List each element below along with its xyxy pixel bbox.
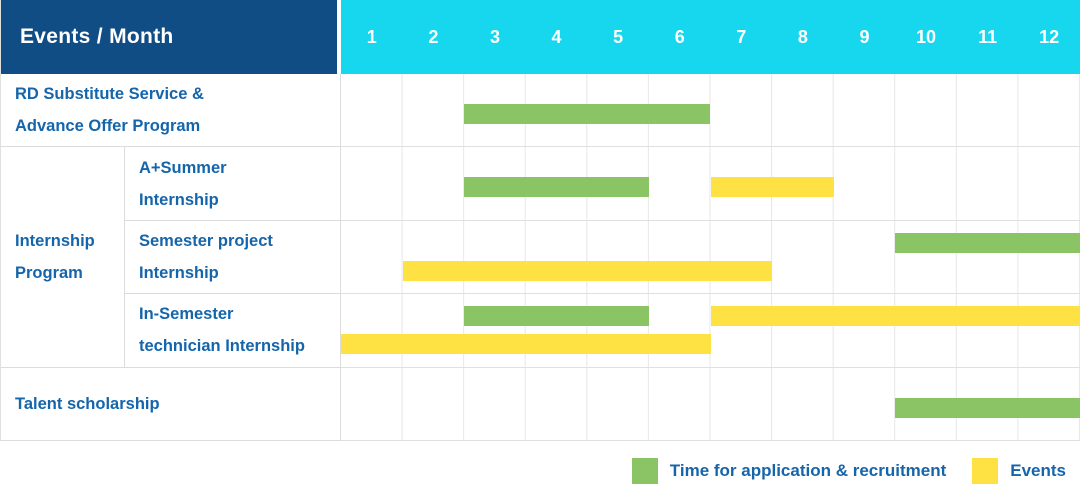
bar-event xyxy=(341,334,711,355)
month-header-9: 9 xyxy=(859,26,870,47)
bar-event xyxy=(402,260,773,281)
row-label-line: Semester project xyxy=(139,231,273,250)
legend-label: Events xyxy=(1010,460,1066,480)
bar-recruitment xyxy=(464,306,649,327)
month-header-6: 6 xyxy=(674,26,685,47)
month-header-3: 3 xyxy=(489,26,500,47)
legend-swatch-recruitment xyxy=(631,457,658,484)
bar-recruitment xyxy=(895,397,1080,418)
row-label: Talent scholarship xyxy=(1,367,341,441)
group-label-internship-program: Internship Program xyxy=(1,147,125,368)
row-label-line: RD Substitute Service & xyxy=(15,85,204,104)
month-header-4: 4 xyxy=(551,26,562,47)
bar-recruitment xyxy=(464,177,649,198)
row-label: RD Substitute Service & Advance Offer Pro… xyxy=(1,74,341,148)
row-label-line: technician Internship xyxy=(139,337,305,356)
bar-recruitment xyxy=(464,104,711,124)
legend-swatch-event xyxy=(972,457,999,484)
header-months: 1 2 3 4 5 6 7 8 9 10 11 12 xyxy=(341,0,1080,74)
legend-label: Time for application & recruitment xyxy=(669,460,947,480)
header-events-month: Events / Month xyxy=(1,0,341,74)
group-label-text: Internship Program xyxy=(15,231,95,282)
timeline-row xyxy=(341,147,1080,221)
row-label: Semester project Internship xyxy=(125,220,341,295)
timeline-row xyxy=(341,74,1080,148)
legend: Time for application & recruitment Events xyxy=(0,457,1080,484)
timeline-row xyxy=(341,367,1080,441)
month-header-11: 11 xyxy=(978,26,998,47)
month-header-2: 2 xyxy=(428,26,439,47)
month-header-5: 5 xyxy=(613,26,624,47)
month-header-12: 12 xyxy=(1039,26,1060,47)
month-header-10: 10 xyxy=(916,26,937,47)
row-label-line: In-Semester xyxy=(139,305,234,324)
bar-event xyxy=(710,177,834,198)
row-label-line: Internship xyxy=(139,190,219,209)
bar-recruitment xyxy=(895,232,1080,253)
timeline-row xyxy=(341,220,1080,295)
timeline-row xyxy=(341,294,1080,368)
row-label: A+Summer Internship xyxy=(125,147,341,221)
gantt-chart: Events / Month 1 2 3 4 5 6 7 8 9 10 11 12 RD Substi… xyxy=(0,0,1080,484)
page-title: Events / Month xyxy=(20,25,174,48)
row-label: In-Semester technician Internship xyxy=(125,294,341,368)
row-label-line: A+Summer xyxy=(139,158,227,177)
legend-item-event: Events xyxy=(972,457,1066,484)
bar-event xyxy=(710,306,1080,327)
row-label-line: Advance Offer Program xyxy=(15,117,201,136)
gantt-table: Events / Month 1 2 3 4 5 6 7 8 9 10 11 12 RD Substi… xyxy=(0,0,1080,441)
legend-item-recruitment: Time for application & recruitment xyxy=(631,457,947,484)
row-label-line: Talent scholarship xyxy=(15,394,160,413)
month-header-7: 7 xyxy=(736,26,747,47)
month-header-1: 1 xyxy=(366,26,377,47)
row-label-line: Internship xyxy=(139,263,219,282)
month-header-8: 8 xyxy=(797,26,808,47)
